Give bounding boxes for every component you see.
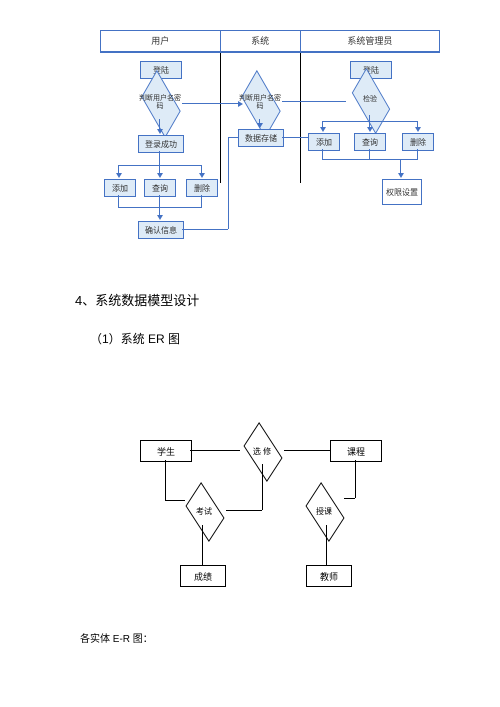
arrow bbox=[159, 195, 160, 217]
relation-select: 选 修 bbox=[242, 438, 282, 464]
arrow-head bbox=[157, 129, 163, 134]
header-admin: 系统管理员 bbox=[300, 31, 440, 51]
arrow bbox=[118, 165, 202, 166]
node-admin-perm: 权限设置 bbox=[382, 179, 422, 205]
er-caption: 各实体 E-R 图： bbox=[80, 630, 153, 645]
node-admin-delete: 删除 bbox=[402, 133, 434, 151]
header-system: 系统 bbox=[220, 31, 300, 51]
node-user-add: 添加 bbox=[104, 179, 136, 197]
relation-exam: 考试 bbox=[184, 498, 224, 524]
arrow bbox=[118, 207, 202, 208]
header-user: 用户 bbox=[100, 31, 220, 51]
node-sys-check: 判断用户名密码 bbox=[238, 89, 282, 117]
section-heading-4: 4、系统数据模型设计 bbox=[75, 290, 199, 309]
relation-teach: 授课 bbox=[304, 498, 344, 524]
arrow bbox=[118, 195, 119, 207]
node-user-confirm: 确认信息 bbox=[138, 221, 184, 239]
entity-student: 学生 bbox=[140, 440, 192, 462]
entity-course: 课程 bbox=[330, 440, 382, 462]
node-user-check: 判断用户名密码 bbox=[138, 89, 182, 117]
node-user-delete: 删除 bbox=[186, 179, 218, 197]
node-admin-verify: 检验 bbox=[348, 87, 392, 113]
node-user-success: 登录成功 bbox=[138, 135, 184, 153]
subheading-er: （1）系统 ER 图 bbox=[90, 330, 180, 347]
swimlane-header: 用户 系统 系统管理员 bbox=[100, 30, 440, 53]
swimlane-body: 登陆 判断用户名密码 登录成功 添加 查询 删除 确认信息 判断 bbox=[100, 53, 440, 263]
entity-teacher: 教师 bbox=[306, 565, 352, 587]
entity-score: 成绩 bbox=[180, 565, 226, 587]
arrow bbox=[201, 195, 202, 207]
node-user-query: 查询 bbox=[144, 179, 176, 197]
arrow bbox=[159, 151, 160, 165]
divider-1 bbox=[220, 53, 221, 183]
divider-2 bbox=[300, 53, 301, 183]
node-admin-add: 添加 bbox=[308, 133, 340, 151]
node-admin-query: 查询 bbox=[354, 133, 386, 151]
arrow bbox=[182, 103, 240, 104]
node-sys-store: 数据存储 bbox=[238, 129, 284, 147]
swimlane-flowchart: 用户 系统 系统管理员 登陆 判断用户名密码 登录成功 添加 查询 删除 确 bbox=[100, 30, 440, 260]
er-diagram: 学生 课程 选 修 考试 授课 成绩 教师 bbox=[130, 430, 410, 600]
